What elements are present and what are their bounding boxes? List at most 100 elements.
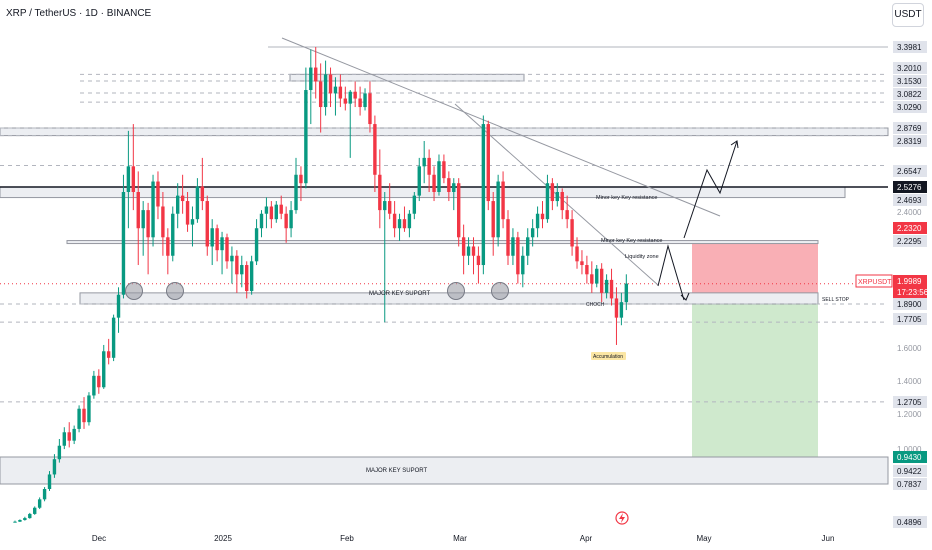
price-axis-box bbox=[893, 122, 927, 134]
candle-body bbox=[195, 186, 200, 220]
candle-body bbox=[614, 298, 619, 318]
candle-body bbox=[471, 246, 476, 256]
candle-body bbox=[77, 408, 81, 429]
candle-body bbox=[205, 201, 209, 247]
candle-body bbox=[387, 201, 392, 214]
candle-body bbox=[294, 174, 298, 211]
candle-body bbox=[432, 174, 436, 192]
price-axis-label: 2.5276 bbox=[897, 183, 922, 192]
price-axis-box bbox=[893, 75, 927, 87]
candle-body bbox=[225, 237, 229, 262]
annotation-label: Minor key Key resistance bbox=[601, 238, 662, 244]
price-axis-label: 0.7837 bbox=[897, 480, 922, 489]
annotation-label: SELL STOP bbox=[822, 297, 850, 303]
annotation-label: Minor key Key resistance bbox=[596, 195, 657, 201]
candle-body bbox=[269, 206, 274, 220]
candle-body bbox=[111, 317, 116, 358]
price-axis-box bbox=[893, 451, 927, 463]
price-axis-box bbox=[893, 181, 927, 193]
candle-body bbox=[378, 174, 382, 211]
candle-body bbox=[171, 213, 175, 256]
price-axis-box bbox=[893, 235, 927, 247]
x-axis-tick: Mar bbox=[453, 534, 467, 543]
candle-body bbox=[230, 255, 234, 262]
candle-body bbox=[220, 237, 224, 251]
candle-body bbox=[28, 513, 32, 519]
key-zone bbox=[66, 240, 819, 245]
annotation-label: CHOCH bbox=[586, 302, 605, 308]
currency-button[interactable]: USDT bbox=[892, 3, 924, 27]
arrow-up-head bbox=[730, 140, 739, 149]
candle-body bbox=[595, 268, 599, 284]
annotation-label: Accumulation bbox=[593, 354, 623, 360]
candle-body bbox=[259, 213, 264, 229]
candle-body bbox=[279, 204, 283, 214]
support-touch-marker bbox=[125, 282, 143, 300]
price-axis-label: 1.7705 bbox=[897, 315, 922, 324]
candle-body bbox=[383, 201, 387, 211]
price-axis-box bbox=[893, 88, 927, 100]
price-axis-box bbox=[893, 101, 927, 113]
symbol-header: XRP / TetherUS · 1D · BINANCE bbox=[6, 8, 152, 19]
candle-body bbox=[67, 432, 71, 441]
candle-body bbox=[82, 408, 86, 423]
candle-body bbox=[417, 166, 421, 196]
candle-body bbox=[545, 183, 550, 220]
price-axis-label: 2.8769 bbox=[897, 124, 922, 133]
price-axis-label: 2.4693 bbox=[897, 196, 922, 205]
projection-path-down bbox=[657, 244, 685, 301]
candle-body bbox=[427, 157, 431, 175]
candle-body bbox=[585, 265, 589, 275]
price-axis-box bbox=[893, 135, 927, 147]
candle-body bbox=[126, 166, 131, 192]
x-axis-tick: Apr bbox=[580, 534, 593, 543]
x-axis-tick: 2025 bbox=[214, 534, 232, 543]
candle-body bbox=[254, 228, 259, 262]
candle-body bbox=[190, 219, 195, 225]
candle-body bbox=[304, 90, 308, 184]
candle-body bbox=[309, 67, 313, 91]
support-touch-marker bbox=[491, 282, 509, 300]
price-axis-box bbox=[893, 478, 927, 490]
candle-body bbox=[328, 74, 333, 94]
key-zone bbox=[289, 73, 525, 82]
candle-body bbox=[13, 521, 17, 523]
candle-body bbox=[141, 210, 145, 229]
price-axis-label: 2.6547 bbox=[897, 167, 922, 176]
price-axis-box bbox=[893, 313, 927, 325]
candle-body bbox=[175, 195, 180, 214]
candle-body bbox=[52, 459, 57, 475]
candle-body bbox=[72, 428, 76, 441]
candle-body bbox=[496, 181, 500, 238]
candle-body bbox=[289, 210, 293, 229]
projection-path-up bbox=[683, 140, 738, 239]
price-axis-label: 0.9430 bbox=[897, 453, 922, 462]
candle-body bbox=[323, 74, 328, 108]
candle-body bbox=[624, 283, 629, 303]
candle-body bbox=[402, 219, 407, 229]
price-axis-box bbox=[893, 194, 927, 206]
symbol-tag-label: XRPUSDT bbox=[858, 279, 892, 286]
price-axis-label: 1.0000 bbox=[897, 445, 922, 454]
annotation-label: Liquidity zone bbox=[625, 254, 659, 260]
price-axis-label: 2.8319 bbox=[897, 137, 922, 146]
candle-body bbox=[609, 279, 614, 299]
candle-body bbox=[180, 195, 185, 202]
candle-body bbox=[506, 219, 510, 256]
candle-body bbox=[166, 237, 170, 256]
x-axis-tick: Dec bbox=[92, 534, 106, 543]
price-axis-label: 3.1530 bbox=[897, 77, 922, 86]
candle-body bbox=[452, 183, 456, 192]
key-zone bbox=[0, 456, 889, 485]
price-axis-label: 3.0290 bbox=[897, 103, 922, 112]
candle-body bbox=[97, 375, 101, 388]
candle-body bbox=[412, 195, 417, 214]
candle-body bbox=[116, 294, 121, 318]
candle-body bbox=[37, 499, 42, 508]
price-axis-label: 1.2000 bbox=[897, 410, 922, 419]
candle-body bbox=[555, 191, 559, 202]
candle-body bbox=[550, 183, 555, 202]
candle-body bbox=[210, 228, 214, 247]
candle-body bbox=[87, 395, 91, 423]
